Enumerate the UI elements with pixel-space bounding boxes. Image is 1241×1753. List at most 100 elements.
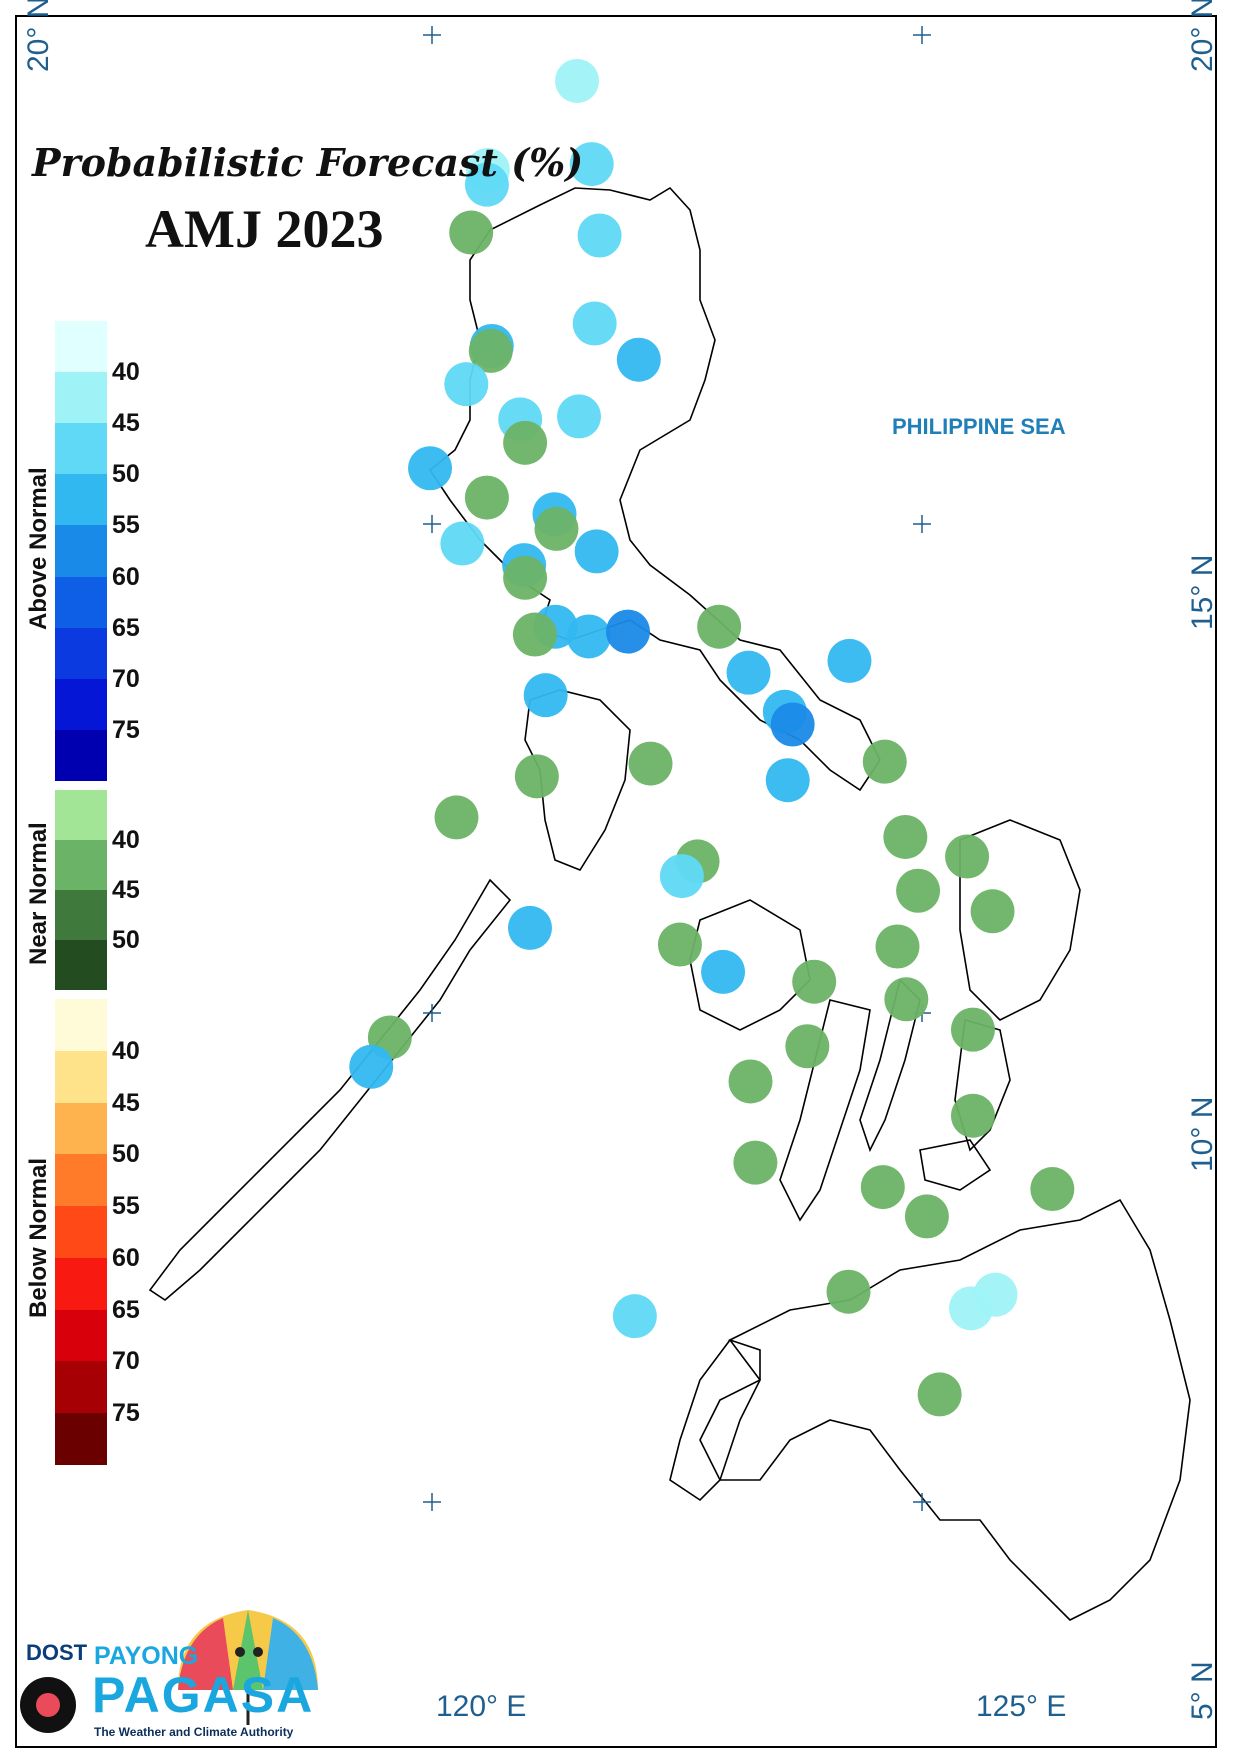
station-marker [408,446,453,491]
station-marker [765,758,810,803]
station-marker [468,328,513,373]
legend-swatch [55,1361,107,1414]
legend-tick-label: 65 [112,1295,140,1324]
legend-swatch [55,321,107,373]
legend-tick-label: 40 [112,358,140,387]
station-marker [970,889,1015,934]
legend-near-bar [55,790,107,990]
logo-line1: PAYONG [94,1642,199,1670]
station-marker [726,650,771,695]
legend-tick-label: 65 [112,613,140,642]
logo-agency: DOST [26,1640,88,1665]
lat-label-15: 15° N [1186,554,1219,630]
legend-swatch [55,999,107,1051]
legend-tick-label: 60 [112,562,140,591]
station-marker [555,58,600,103]
legend-swatch [55,1154,107,1207]
legend-tick-label: 55 [112,511,140,540]
station-markers [349,58,1075,1417]
umbrella-logo-icon [20,1610,318,1733]
station-marker [464,475,509,520]
station-marker [949,1286,993,1331]
pagasa-logo: DOST PAYONG PAGASA The Weather and Clima… [18,1600,318,1745]
station-marker [523,673,568,718]
lat-label-10: 10° N [1186,1096,1219,1172]
legend-tick-label: 70 [112,664,140,693]
legend-tick-label: 50 [112,460,140,489]
lat-label-20-right: 20° N [1186,0,1219,72]
station-marker [862,739,907,784]
sea-label: PHILIPPINE SEA [892,414,1066,439]
lat-label-20-left: 20° N [22,0,55,72]
station-marker [904,1194,949,1239]
legend-tick-label: 40 [112,1036,140,1065]
station-marker [950,1007,995,1052]
station-marker [503,555,548,600]
station-marker [512,612,557,657]
station-marker [557,394,601,439]
station-marker [792,959,837,1004]
legend-near-title: Near Normal [25,822,52,965]
legend-tick-label: 45 [112,876,140,904]
station-marker [827,638,872,683]
station-marker [785,1024,830,1069]
station-marker [770,702,815,747]
station-marker [444,362,489,407]
legend-below-bar [55,999,107,1465]
station-marker [860,1165,905,1210]
station-marker [728,1059,773,1104]
station-marker [612,1294,657,1339]
legend-tick-label: 45 [112,409,140,438]
lat-label-5: 5° N [1186,1661,1219,1720]
lon-label-120: 120° E [436,1690,527,1723]
station-marker [697,604,742,649]
station-marker [569,142,614,187]
logo-line2: PAGASA [92,1667,315,1723]
legend-swatch [55,576,107,628]
station-marker [574,529,619,574]
station-marker [1030,1167,1075,1212]
station-marker [945,834,990,879]
legend-swatch [55,1257,107,1310]
station-marker [434,795,479,840]
legend-swatch [55,790,107,840]
map-title: Probabilistic Forecast (%) [32,140,584,185]
legend-tick-label: 60 [112,1243,140,1272]
legend-tick-label: 40 [112,826,140,854]
station-marker [440,521,485,566]
legend-swatch [55,940,107,990]
legend-swatch [55,627,107,679]
station-marker [896,868,941,913]
legend-tick-label: 50 [112,926,140,954]
station-marker [514,754,559,799]
station-marker [606,609,650,654]
legend-swatch [55,890,107,940]
station-marker [349,1044,394,1089]
legend-swatch [55,729,107,781]
station-marker [659,854,704,899]
legend-tick-label: 45 [112,1088,140,1117]
logo-tagline: The Weather and Climate Authority [94,1725,294,1739]
legend-swatch [55,1309,107,1362]
legend-swatch [55,474,107,526]
legend-below-title: Below Normal [25,1157,52,1318]
station-marker [616,337,661,382]
lon-label-125: 125° E [976,1690,1067,1723]
legend-tick-label: 55 [112,1192,140,1221]
legend-tick-label: 75 [112,1399,140,1428]
station-marker [508,905,552,950]
station-marker [917,1372,962,1417]
station-marker [701,949,746,994]
legend-swatch [55,1102,107,1155]
station-marker [449,210,494,255]
legend-swatch [55,423,107,475]
station-marker [883,814,928,859]
station-marker [577,213,622,258]
station-marker [503,420,548,465]
legend-swatch [55,840,107,890]
station-marker [628,741,673,786]
station-marker [657,922,702,967]
station-marker [875,924,920,969]
legend-swatch [55,1206,107,1258]
